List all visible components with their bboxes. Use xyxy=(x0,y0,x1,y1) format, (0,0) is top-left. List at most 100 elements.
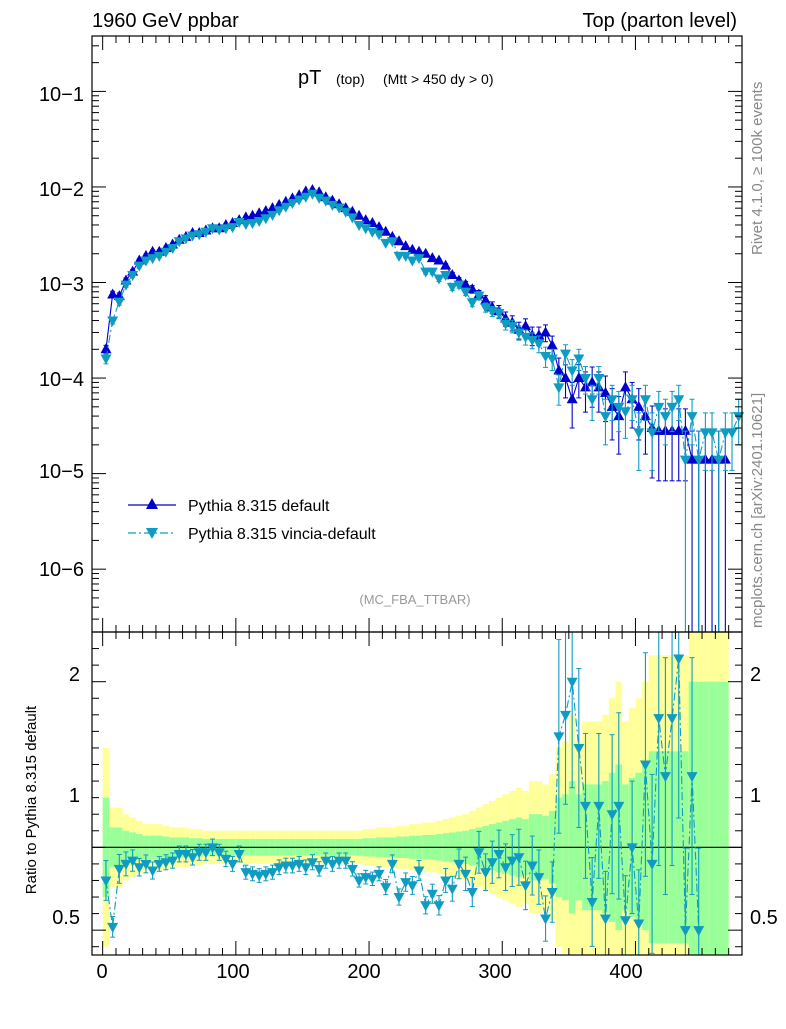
top-y-tick-label: 10−6 xyxy=(39,559,84,581)
ratio-y-tick-labels: 0.5 1 2 0.5 1 2 xyxy=(52,664,778,929)
ratio-vincia-series-marker xyxy=(506,856,518,867)
ratio-vincia-series-marker xyxy=(180,849,192,860)
ratio-vincia-series-marker xyxy=(266,868,278,879)
ratio-vincia-series-marker xyxy=(646,859,658,870)
ratio-vincia-series-marker xyxy=(200,848,212,859)
ratio-vincia-series-marker xyxy=(526,861,538,872)
default-series-marker xyxy=(599,386,611,397)
default-series-marker xyxy=(553,364,565,375)
vincia-series-marker xyxy=(193,230,205,241)
mcplots-label: mcplots.cern.ch [arXiv:2401.10621] xyxy=(749,393,766,628)
analysis-tag: (MC_FBA_TTBAR) xyxy=(359,592,470,607)
ratio-vincia-series-marker xyxy=(320,856,332,867)
ratio-vincia-series-marker xyxy=(380,883,392,894)
ratio-vincia-series-marker xyxy=(593,801,605,812)
top-y-tick-label: 10−5 xyxy=(39,461,84,483)
vincia-series-marker xyxy=(200,227,212,238)
x-tick-labels: 0 100 200 300 400 xyxy=(96,961,642,983)
vincia-series-marker xyxy=(280,202,292,213)
vincia-series-marker xyxy=(593,374,605,385)
vincia-series-marker xyxy=(466,298,478,309)
vincia-series-marker xyxy=(286,198,298,209)
vincia-series-marker xyxy=(333,203,345,214)
vincia-series-marker xyxy=(413,254,425,265)
ratio-vincia-series-marker xyxy=(686,772,698,783)
vincia-series-marker xyxy=(513,328,525,339)
vincia-series-marker xyxy=(693,455,705,466)
ratio-vincia-series-marker xyxy=(273,863,285,874)
title-cond: (Mtt > 450 dy > 0) xyxy=(383,71,494,87)
ratio-vincia-series-marker xyxy=(133,863,145,874)
ratio-y-tick-label-left: 0.5 xyxy=(52,907,80,929)
header-right: Top (parton level) xyxy=(582,10,737,32)
ratio-vincia-series-marker xyxy=(260,869,272,880)
legend-entry-vincia: Pythia 8.315 vincia-default xyxy=(128,526,376,543)
legend-marker-default xyxy=(146,498,158,509)
default-series-marker xyxy=(353,209,365,220)
vincia-series-marker xyxy=(187,231,199,242)
vincia-series-marker xyxy=(460,287,472,298)
ratio-vincia-series-marker xyxy=(346,864,358,875)
ratio-vincia-series-marker xyxy=(340,856,352,867)
ratio-vincia-series-marker xyxy=(606,810,618,821)
vincia-series-marker xyxy=(659,412,671,423)
vincia-series-marker xyxy=(626,395,638,406)
ratio-vincia-series-marker xyxy=(446,884,458,895)
vincia-series-marker xyxy=(433,274,445,285)
default-series-marker xyxy=(619,381,631,392)
ratio-vincia-series-marker xyxy=(373,869,385,880)
vincia-series-marker xyxy=(366,227,378,238)
ratio-vincia-series-marker xyxy=(560,710,572,721)
ratio-vincia-series-marker xyxy=(460,869,472,880)
ratio-band-green xyxy=(722,681,729,955)
ratio-y-tick-label-left: 2 xyxy=(69,664,80,686)
ratio-vincia-series-marker xyxy=(599,914,611,925)
vincia-series-marker xyxy=(533,339,545,350)
vincia-series-marker xyxy=(220,224,232,235)
ratio-vincia-series-marker xyxy=(666,714,678,725)
vincia-series-marker xyxy=(653,402,665,413)
vincia-series-marker xyxy=(346,213,358,224)
default-series-marker xyxy=(540,326,552,337)
vincia-series-marker xyxy=(606,395,618,406)
default-series-marker xyxy=(586,376,598,387)
legend: Pythia 8.315 default Pythia 8.315 vincia… xyxy=(128,498,376,543)
ratio-vincia-series-marker xyxy=(306,858,318,869)
default-series-marker xyxy=(426,252,438,263)
vincia-series-marker xyxy=(100,354,112,365)
vincia-series-marker xyxy=(326,200,338,211)
vincia-series-marker xyxy=(566,366,578,377)
ratio-vincia-series-marker xyxy=(626,843,638,854)
ratio-vincia-series-marker xyxy=(113,864,125,875)
default-series-marker xyxy=(633,400,645,411)
vincia-series-marker xyxy=(599,412,611,423)
ratio-y-tick-label-right: 1 xyxy=(750,785,761,807)
header-left: 1960 GeV ppbar xyxy=(92,10,239,32)
default-series-marker xyxy=(313,186,325,197)
vincia-series-marker xyxy=(140,256,152,267)
ratio-vincia-series-marker xyxy=(480,868,492,879)
vincia-series-marker xyxy=(560,349,572,360)
ratio-ylabel: Ratio to Pythia 8.315 default xyxy=(23,705,40,894)
ratio-vincia-series-marker xyxy=(453,859,465,870)
vincia-series-marker xyxy=(293,195,305,206)
ratio-vincia-series-marker xyxy=(493,849,505,860)
default-series-marker xyxy=(573,372,585,383)
vincia-series-marker xyxy=(546,354,558,365)
vincia-series-marker xyxy=(386,237,398,248)
top-y-tick-label: 10−3 xyxy=(39,274,84,296)
ratio-vincia-series-line xyxy=(105,658,700,931)
ratio-vincia-series-marker xyxy=(639,760,651,771)
ratio-vincia-series-marker xyxy=(213,848,225,859)
ratio-band-green xyxy=(715,681,723,955)
x-tick-label: 300 xyxy=(478,961,511,983)
ratio-vincia-series-marker xyxy=(107,922,119,933)
vincia-series-marker xyxy=(579,374,591,385)
vincia-series-marker xyxy=(613,402,625,413)
vincia-series-marker xyxy=(686,412,698,423)
ratio-vincia-series-marker xyxy=(326,859,338,870)
default-series-marker xyxy=(446,268,458,279)
ratio-vincia-series-marker xyxy=(153,859,165,870)
vincia-series-marker xyxy=(160,247,172,258)
vincia-series-marker xyxy=(713,455,725,466)
